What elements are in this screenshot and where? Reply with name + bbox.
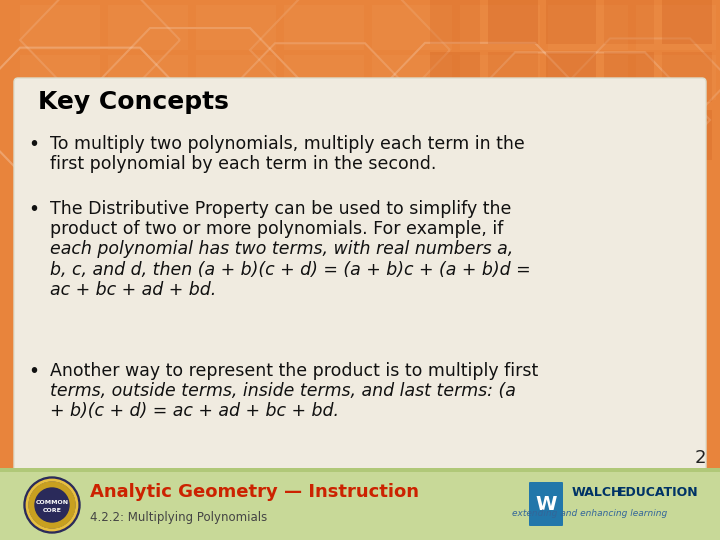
Bar (546, 52, 596, 102)
Text: + b)(c + d) = ac + ad + bc + bd.: + b)(c + d) = ac + ad + bc + bd. (50, 402, 339, 421)
Bar (372, 55, 452, 100)
Bar (460, 5, 540, 50)
Bar (604, 110, 654, 160)
Bar (488, 0, 538, 44)
Circle shape (35, 488, 69, 522)
Text: W: W (535, 495, 557, 514)
Bar (108, 5, 188, 50)
Bar (20, 55, 100, 100)
Bar (548, 55, 628, 100)
Text: terms, outside terms, inside terms, and last terms: (a: terms, outside terms, inside terms, and … (50, 382, 516, 400)
Bar (0, 470, 720, 540)
Bar (430, 52, 480, 102)
Text: CORE: CORE (42, 508, 61, 512)
Bar (604, 52, 654, 102)
Bar (488, 52, 538, 102)
Text: each polynomial has two terms, with real numbers a,: each polynomial has two terms, with real… (50, 240, 513, 259)
Text: 4.2.2: Multiplying Polynomials: 4.2.2: Multiplying Polynomials (90, 511, 267, 524)
Bar (548, 5, 628, 50)
FancyBboxPatch shape (529, 482, 563, 526)
Bar (662, 52, 712, 102)
Text: Key Concepts: Key Concepts (38, 90, 229, 114)
Bar (604, 0, 654, 44)
FancyBboxPatch shape (14, 78, 706, 476)
Text: ac + bc + ad + bd.: ac + bc + ad + bd. (50, 281, 216, 299)
Bar (430, 0, 480, 44)
Text: b, c, and d, then (a + b)(c + d) = (a + b)c + (a + b)d =: b, c, and d, then (a + b)(c + d) = (a + … (50, 261, 531, 279)
Text: To multiply two polynomials, multiply each term in the: To multiply two polynomials, multiply ea… (50, 135, 525, 153)
Bar (546, 0, 596, 44)
Text: The Distributive Property can be used to simplify the: The Distributive Property can be used to… (50, 200, 511, 218)
Text: •: • (28, 200, 39, 219)
Bar (372, 5, 452, 50)
Text: Analytic Geometry — Instruction: Analytic Geometry — Instruction (90, 483, 419, 501)
Bar (460, 55, 540, 100)
Bar (636, 55, 716, 100)
Text: WALCH: WALCH (572, 485, 622, 498)
Bar (430, 110, 480, 160)
Text: •: • (28, 135, 39, 154)
Text: EDUCATION: EDUCATION (618, 485, 698, 498)
Bar (546, 110, 596, 160)
Bar (0, 468, 720, 472)
Text: extending and enhancing learning: extending and enhancing learning (513, 510, 667, 518)
Bar (636, 5, 716, 50)
Text: •: • (28, 362, 39, 381)
Text: 2: 2 (694, 449, 706, 467)
Bar (284, 5, 364, 50)
Bar (196, 5, 276, 50)
Circle shape (24, 477, 80, 533)
Bar (662, 110, 712, 160)
Bar (488, 110, 538, 160)
Circle shape (29, 482, 75, 528)
Bar (662, 0, 712, 44)
Text: Another way to represent the product is to multiply first: Another way to represent the product is … (50, 362, 539, 380)
Text: COMMON: COMMON (35, 500, 68, 504)
Bar (196, 55, 276, 100)
Text: first polynomial by each term in the second.: first polynomial by each term in the sec… (50, 156, 436, 173)
Text: product of two or more polynomials. For example, if: product of two or more polynomials. For … (50, 220, 503, 238)
Bar (108, 55, 188, 100)
Bar (20, 5, 100, 50)
Bar (284, 55, 364, 100)
